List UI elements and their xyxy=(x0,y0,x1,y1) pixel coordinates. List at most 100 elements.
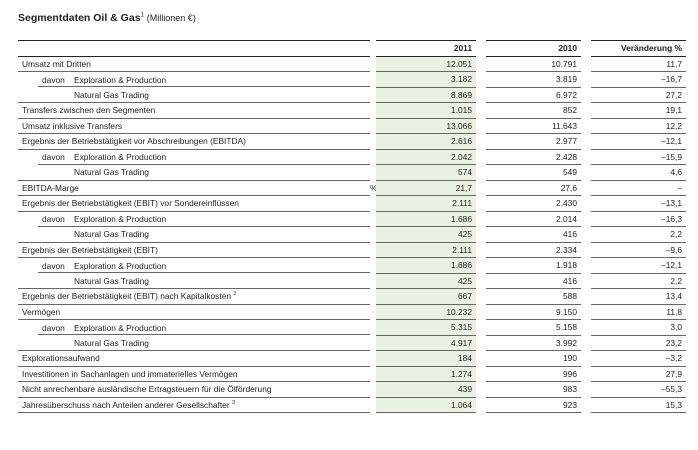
column-gap xyxy=(581,71,591,87)
column-gap xyxy=(581,335,591,351)
row-label: Natural Gas Trading xyxy=(18,273,370,289)
row-footnote: 2 xyxy=(233,291,237,298)
value-change: 15,3 xyxy=(591,397,686,413)
row-unit xyxy=(370,242,376,258)
value-2010: 923 xyxy=(486,397,581,413)
table-row: Explorationsaufwand 184 190 –3,2 xyxy=(18,350,686,367)
value-2010: 416 xyxy=(486,226,581,243)
row-label: EBITDA-Marge xyxy=(18,180,370,196)
column-gap xyxy=(476,164,486,180)
row-unit xyxy=(370,102,376,118)
value-2011: 1.274 xyxy=(376,366,476,382)
row-label: Ergebnis der Betriebstätigkeit vor Absch… xyxy=(18,133,370,150)
column-gap xyxy=(476,71,486,87)
davon-prefix: davon xyxy=(42,74,65,85)
value-2010: 2.014 xyxy=(486,211,581,227)
row-footnote: 3 xyxy=(231,399,236,406)
value-2010: 852 xyxy=(486,102,581,119)
value-2011: 2.616 xyxy=(376,133,476,150)
column-gap xyxy=(476,102,486,118)
value-change: –12,1 xyxy=(591,133,686,150)
row-unit xyxy=(370,319,376,335)
row-label: davon Exploration & Production xyxy=(18,71,370,87)
header-gap xyxy=(370,40,376,56)
column-gap xyxy=(581,381,591,397)
title-main: Segmentdaten Oil & Gas xyxy=(18,12,141,24)
row-label: Ergebnis der Betriebstätigkeit (EBIT) na… xyxy=(18,288,370,305)
table-row: Vermögen 10.232 9.150 11,8 xyxy=(18,304,686,320)
value-2010: 9.150 xyxy=(486,304,581,320)
row-label: Ergebnis der Betriebstätigkeit (EBIT) vo… xyxy=(18,195,370,212)
row-label-text: Ergebnis der Betriebstätigkeit (EBIT) vo… xyxy=(22,198,239,209)
column-gap xyxy=(581,242,591,258)
column-gap xyxy=(476,288,486,304)
row-unit xyxy=(370,350,376,366)
value-change: 27,2 xyxy=(591,87,686,103)
value-2011: 8.869 xyxy=(376,87,476,103)
row-unit xyxy=(370,149,376,165)
row-label: Natural Gas Trading xyxy=(18,87,370,103)
column-gap xyxy=(581,180,591,196)
column-gap xyxy=(581,288,591,304)
value-2011: 2.042 xyxy=(376,149,476,165)
value-2011: 1.064 xyxy=(376,397,476,413)
value-2010: 2.977 xyxy=(486,133,581,150)
row-label: Explorationsaufwand xyxy=(18,350,370,367)
value-2010: 6.972 xyxy=(486,87,581,103)
value-2011: 3.182 xyxy=(376,71,476,88)
row-unit xyxy=(370,381,376,397)
row-unit xyxy=(370,335,376,351)
row-label-text: EBITDA-Marge xyxy=(22,182,79,193)
column-gap xyxy=(476,381,486,397)
column-gap xyxy=(581,87,591,103)
column-gap xyxy=(476,211,486,227)
table-row: davon Exploration & Production 5.315 5.158 3… xyxy=(18,319,686,336)
row-unit xyxy=(370,87,376,103)
column-gap xyxy=(476,257,486,273)
column-gap xyxy=(476,366,486,382)
value-2011: 439 xyxy=(376,381,476,398)
value-change: –12,1 xyxy=(591,257,686,274)
value-2011: 10.232 xyxy=(376,304,476,320)
segment-data-table: 2011 2010 Veränderung % Umsatz mit Dritt… xyxy=(18,40,686,413)
column-gap xyxy=(581,350,591,366)
value-2010: 3.992 xyxy=(486,335,581,351)
row-label-text: Nicht anrechenbare ausländische Ertragst… xyxy=(22,384,272,395)
value-2011: 2.111 xyxy=(376,195,476,212)
row-label: Natural Gas Trading xyxy=(18,226,370,243)
value-2011: 5.315 xyxy=(376,319,476,336)
row-unit xyxy=(370,195,376,211)
row-label: Natural Gas Trading xyxy=(18,164,370,181)
row-label-text: Exploration & Production xyxy=(74,260,167,271)
header-2010: 2010 xyxy=(486,40,581,57)
value-change: –3,2 xyxy=(591,350,686,367)
row-label: Natural Gas Trading xyxy=(18,335,370,351)
value-change: –16,7 xyxy=(591,71,686,88)
table-row: Transfers zwischen den Segmenten 1.015 852… xyxy=(18,102,686,119)
table-row: Umsatz mit Dritten 12.051 10.791 11,7 xyxy=(18,56,686,72)
row-unit xyxy=(370,288,376,304)
row-unit xyxy=(370,164,376,180)
row-unit: % xyxy=(370,180,376,196)
row-label-text: Investitionen in Sachanlagen und immater… xyxy=(22,368,238,379)
value-change: 13,4 xyxy=(591,288,686,305)
row-label: davon Exploration & Production xyxy=(18,319,370,335)
row-label: davon Exploration & Production xyxy=(18,149,370,165)
column-gap xyxy=(476,304,486,320)
row-label-text: Ergebnis der Betriebstätigkeit (EBIT) xyxy=(22,244,158,255)
value-2010: 996 xyxy=(486,366,581,382)
value-2011: 425 xyxy=(376,273,476,289)
column-gap xyxy=(476,335,486,351)
table-row: Umsatz inklusive Transfers 13.066 11.643 12… xyxy=(18,118,686,134)
row-label-text: Umsatz inklusive Transfers xyxy=(22,120,123,131)
value-change: 12,2 xyxy=(591,118,686,134)
value-change: 2,2 xyxy=(591,226,686,243)
value-2011: 13.066 xyxy=(376,118,476,134)
table-row: davon Exploration & Production 3.182 3.819–… xyxy=(18,71,686,88)
column-gap xyxy=(476,195,486,211)
table-row: Ergebnis der Betriebstätigkeit (EBIT) 2.1… xyxy=(18,242,686,258)
column-gap xyxy=(476,133,486,149)
column-gap xyxy=(581,149,591,165)
row-label-text: Natural Gas Trading xyxy=(74,229,149,239)
row-unit xyxy=(370,366,376,382)
